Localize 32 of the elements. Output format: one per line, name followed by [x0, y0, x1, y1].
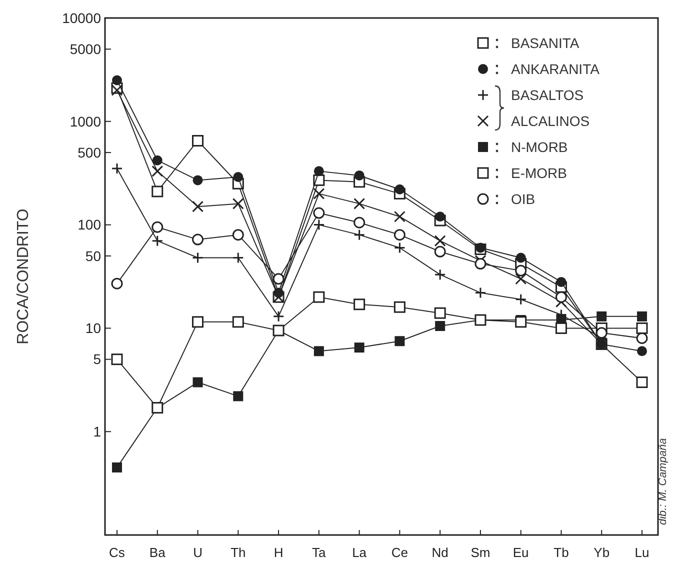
- y-tick-label: 10000: [62, 10, 102, 26]
- x-tick-label: Ta: [312, 545, 327, 560]
- y-tick-label: 5: [93, 351, 102, 368]
- x-tick-label: Th: [230, 545, 246, 560]
- annotation: dib.: M. Campaña: [657, 438, 669, 525]
- y-tick-label: 10: [85, 320, 102, 336]
- x-tick-label: U: [193, 545, 202, 560]
- y-tick-label: 1000: [70, 113, 102, 130]
- x-tick-label: Sm: [470, 545, 490, 560]
- y-tick-label: 1: [93, 424, 102, 440]
- x-tick-label: Tb: [554, 545, 569, 560]
- x-tick-label: Ba: [149, 545, 166, 560]
- x-tick-label: Cs: [109, 545, 126, 560]
- legend-label: BASALTOS: [511, 86, 584, 103]
- legend-label: N-MORB: [511, 138, 568, 155]
- x-tick-label: Lu: [634, 545, 650, 560]
- legend-label: BASANITA: [511, 34, 580, 51]
- y-tick-label: 500: [78, 144, 102, 160]
- legend-label: OIB: [511, 190, 536, 207]
- y-tick-label: 50: [85, 248, 102, 264]
- legend-label: ANKARANITA: [511, 60, 600, 77]
- x-tick-label: Yb: [594, 545, 610, 560]
- legend-label: ALCALINOS: [511, 112, 590, 129]
- y-tick-label: 5000: [70, 41, 102, 58]
- y-axis-title: ROCA/CONDRITO: [15, 208, 32, 344]
- x-tick-label: H: [274, 545, 284, 560]
- x-tick-label: La: [352, 545, 368, 560]
- legend-label: E-MORB: [511, 164, 567, 181]
- x-tick-label: Eu: [512, 545, 529, 560]
- x-tick-label: Ce: [391, 545, 408, 560]
- x-tick-label: Nd: [432, 545, 448, 560]
- y-tick-label: 100: [78, 216, 102, 233]
